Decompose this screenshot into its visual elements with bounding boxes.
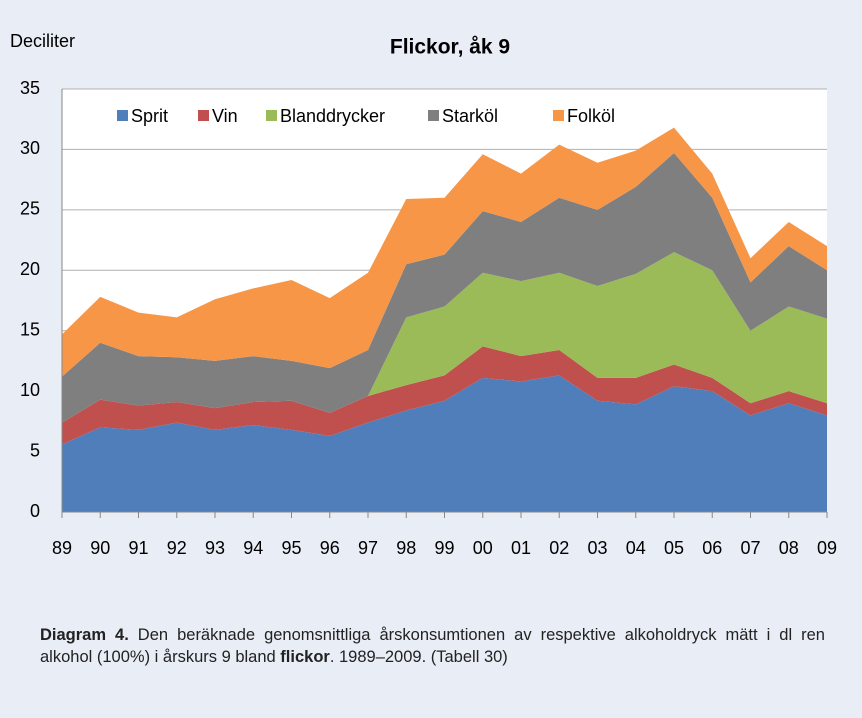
y-axis-label: Deciliter [10,31,75,51]
legend-label: Blanddrycker [280,106,385,126]
x-tick-label: 90 [90,538,110,558]
chart-title: Flickor, åk 9 [390,36,510,59]
x-tick-label: 02 [549,538,569,558]
legend-label: Folköl [567,106,615,126]
x-tick-label: 99 [434,538,454,558]
x-tick-label: 01 [511,538,531,558]
legend-swatch [198,110,209,121]
y-tick-label: 35 [20,78,40,98]
chart: Deciliter Flickor, åk 9 0510152025303589… [10,31,837,558]
x-tick-label: 98 [396,538,416,558]
x-tick-label: 93 [205,538,225,558]
x-tick-label: 03 [587,538,607,558]
caption-text: . 1989–2009. (Tabell 30) [329,648,508,666]
area [62,127,827,377]
x-tick-label: 09 [817,538,837,558]
x-tick-label: 05 [664,538,684,558]
legend-swatch [553,110,564,121]
area [62,346,827,445]
area [62,252,827,423]
x-tick-label: 04 [626,538,646,558]
y-tick-label: 30 [20,138,40,158]
x-tick-label: 00 [473,538,493,558]
x-tick-label: 95 [281,538,301,558]
y-tick-label: 5 [30,440,40,460]
x-tick-label: 07 [740,538,760,558]
y-tick-label: 20 [20,259,40,279]
legend-label: Sprit [131,106,168,126]
y-tick-label: 15 [20,319,40,339]
area [62,153,827,423]
legend-label: Starköl [442,106,498,126]
legend-swatch [117,110,128,121]
x-tick-label: 96 [320,538,340,558]
y-tick-label: 0 [30,501,40,521]
area [62,375,827,512]
caption-label: Diagram 4. [40,626,129,644]
x-tick-label: 08 [779,538,799,558]
caption-emph: flickor [280,648,330,666]
x-tick-label: 91 [128,538,148,558]
legend-swatch [266,110,277,121]
legend-swatch [428,110,439,121]
legend-label: Vin [212,106,238,126]
x-tick-label: 97 [358,538,378,558]
y-tick-label: 10 [20,380,40,400]
x-tick-label: 06 [702,538,722,558]
y-tick-label: 25 [20,199,40,219]
x-tick-label: 92 [167,538,187,558]
caption-text: Den beräknade genomsnittliga årskonsumti… [40,626,825,666]
x-tick-label: 89 [52,538,72,558]
x-tick-label: 94 [243,538,263,558]
caption: Diagram 4. Den beräknade genomsnittliga … [40,624,825,668]
